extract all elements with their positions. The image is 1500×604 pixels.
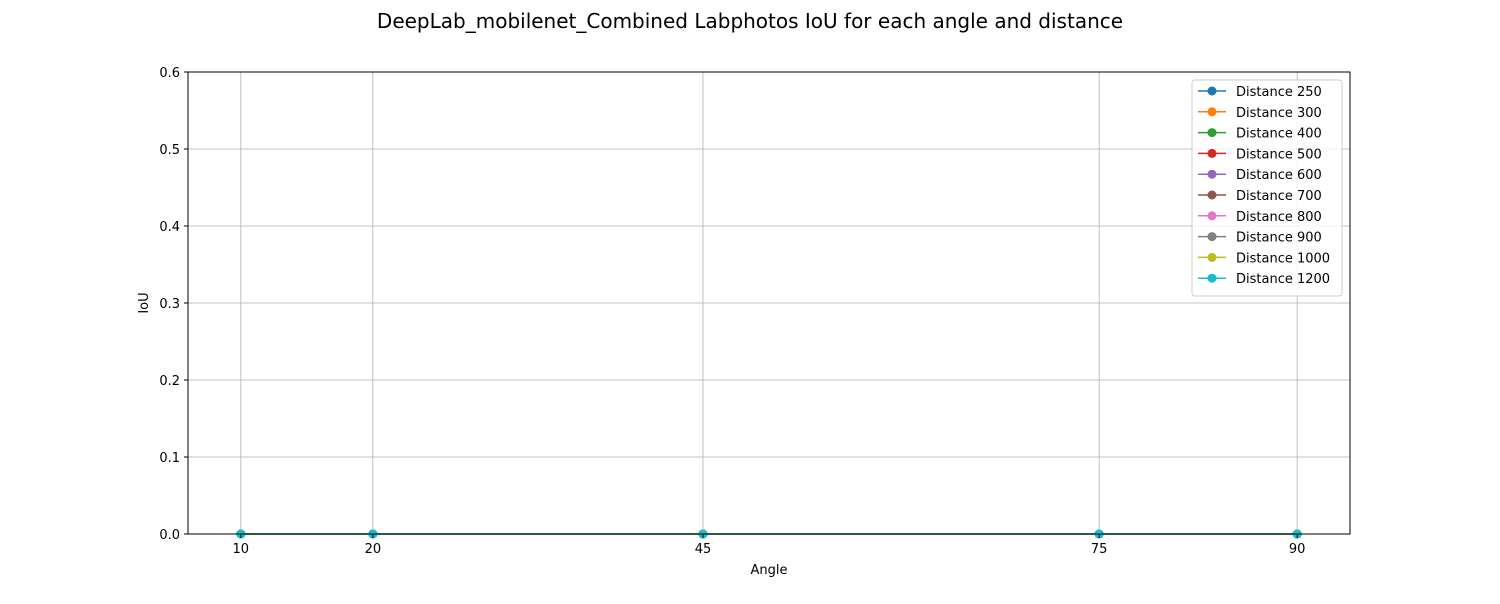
- legend-swatch-marker: [1207, 190, 1217, 200]
- x-tick-label: 10: [233, 542, 250, 557]
- y-tick-label: 0.0: [159, 528, 180, 543]
- legend-label: Distance 1000: [1236, 251, 1330, 266]
- legend-label: Distance 500: [1236, 147, 1322, 162]
- legend-swatch-marker: [1207, 273, 1217, 283]
- legend-item: Distance 1000: [1198, 251, 1330, 266]
- chart-title: DeepLab_mobilenet_Combined Labphotos IoU…: [377, 9, 1123, 33]
- legend-swatch-marker: [1207, 86, 1217, 96]
- legend-item: Distance 1200: [1198, 272, 1330, 287]
- legend-item: Distance 600: [1198, 168, 1322, 183]
- legend-swatch-marker: [1207, 107, 1217, 117]
- legend-item: Distance 300: [1198, 106, 1322, 121]
- y-axis-label: IoU: [137, 292, 152, 313]
- legend-item: Distance 250: [1198, 85, 1322, 100]
- grid-lines: [188, 71, 1350, 535]
- legend-swatch-marker: [1207, 211, 1217, 221]
- y-tick-label: 0.3: [159, 297, 180, 312]
- legend-swatch-marker: [1207, 148, 1217, 158]
- legend-swatch-marker: [1207, 128, 1217, 138]
- x-tick-label: 75: [1091, 542, 1108, 557]
- legend-label: Distance 800: [1236, 210, 1322, 225]
- legend-label: Distance 1200: [1236, 272, 1330, 287]
- x-axis-label: Angle: [751, 563, 788, 578]
- x-tick-label: 45: [695, 542, 712, 557]
- y-tick-label: 0.5: [159, 143, 180, 158]
- legend: Distance 250 Distance 300 Distance 400 Dist…: [1191, 79, 1343, 297]
- y-tick-label: 0.6: [159, 66, 180, 81]
- y-tick-label: 0.1: [159, 451, 180, 466]
- x-tick-label: 90: [1289, 542, 1306, 557]
- legend-item: Distance 400: [1198, 127, 1322, 142]
- y-tick-label: 0.2: [159, 374, 180, 389]
- legend-item: Distance 500: [1198, 147, 1322, 162]
- legend-label: Distance 900: [1236, 231, 1322, 246]
- legend-item: Distance 800: [1198, 210, 1322, 225]
- legend-label: Distance 600: [1236, 168, 1322, 183]
- legend-label: Distance 400: [1236, 127, 1322, 142]
- axis-ticks: 10 20 45 75 90 0.0 0.1 0.2 0.3 0.4 0.5 0.6: [159, 66, 1305, 557]
- legend-label: Distance 300: [1236, 106, 1322, 121]
- legend-box: [1191, 79, 1343, 297]
- y-tick-label: 0.4: [159, 220, 180, 235]
- legend-item: Distance 900: [1198, 231, 1322, 246]
- legend-label: Distance 700: [1236, 189, 1322, 204]
- legend-swatch-marker: [1207, 169, 1217, 179]
- legend-item: Distance 700: [1198, 189, 1322, 204]
- legend-swatch-marker: [1207, 232, 1217, 242]
- x-tick-label: 20: [365, 542, 382, 557]
- legend-swatch-marker: [1207, 252, 1217, 262]
- legend-label: Distance 250: [1236, 85, 1322, 100]
